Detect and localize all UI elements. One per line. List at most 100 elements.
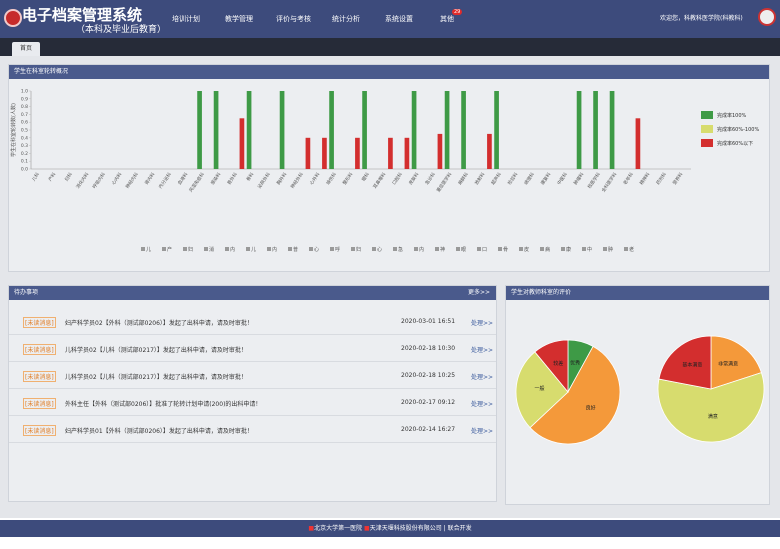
y-tick-label: 0.5 [21,128,28,134]
short-label: 口 [482,247,487,253]
legend-label: 完成率100% [717,112,747,119]
short-label: 眼 [461,247,466,253]
legend-swatch [561,247,565,251]
todo-text: 儿科学员02【儿科（测试部0217）】发起了出科申请，请及时审批！ [65,374,247,381]
x-tick-label: 整形科 [341,171,355,186]
legend-swatch [225,247,229,251]
slice-label: 优秀 [570,359,580,366]
legend-swatch [183,247,187,251]
pie-slice [515,351,569,429]
short-label: 内 [419,246,424,253]
short-label: 老 [629,246,634,253]
more-link[interactable]: 更多>> [467,289,490,296]
short-label: 中 [587,246,592,253]
short-label: 呼 [335,246,340,253]
short-label: 皮 [524,246,529,253]
bar [329,91,334,169]
app-title: 电子档案管理系统 [22,6,143,24]
nav-item[interactable]: 系统设置 [385,15,413,23]
y-tick-label: 1.0 [21,89,28,95]
avatar[interactable] [758,8,776,26]
short-label: 产 [167,246,172,253]
x-tick-label: 内分泌科 [157,171,173,190]
nav-item[interactable]: 评价与考核 [276,15,311,23]
slice-label: 满意 [708,413,718,420]
todo-tag: [未读消息] [23,317,56,328]
todo-date: 2020-02-18 10:30 [401,345,456,352]
short-label: 康 [566,246,571,253]
icon: ■ [308,525,315,532]
x-tick-label: 重症医学科 [435,171,454,194]
todo-tag: [未读消息] [23,398,56,409]
x-tick-label: 感染科 [209,171,223,186]
rotation-panel: 学生在科室轮转概况 学生在科室轮转数(人数) 0.0 0.1 0.2 0.3 0.4 0.5… [8,64,770,272]
legend-swatch [372,247,376,251]
bar [355,137,360,169]
nav-item[interactable]: 统计分析 [332,15,360,23]
nav-item[interactable]: 教学管理 [225,15,253,23]
user-greeting[interactable]: 欢迎您，科教科医学院(科教科) [660,15,743,22]
bar [593,91,598,169]
x-tick-label: 皮肤科 [407,171,421,186]
legend-swatch [582,247,586,251]
bar [305,137,311,169]
todo-tag: [未读消息] [23,425,56,436]
panel-title: 学生对教师科室的评价 [506,286,769,300]
bar [246,91,252,169]
x-tick-label: 烧伤科 [324,171,338,186]
slice-label: 较差 [553,360,563,367]
tab[interactable]: 首页 [12,42,40,56]
x-tick-label: 心内科 [110,171,124,186]
x-tick-label: 血液科 [176,171,190,186]
short-label: 心 [314,246,319,253]
bar [444,91,450,169]
slice-label: 非常满意 [718,360,738,367]
todo-tag: [未读消息] [23,371,56,382]
y-tick-label: 0.6 [21,120,28,126]
todo-row: [未读消息] 儿科学员02【儿科（测试部0217）】发起了出科申请，请及时审批！ 2… [9,335,496,362]
pie-slice [710,335,762,390]
todo-action[interactable]: 处理>> [471,347,494,354]
x-tick-label: 耳鼻喉科 [371,171,387,190]
pie-slice [657,372,765,443]
todo-action[interactable]: 处理>> [471,401,494,408]
todo-action[interactable]: 处理>> [471,374,494,381]
y-tick-label: 0.8 [21,104,28,110]
short-label: 急 [398,246,403,253]
bar [576,91,582,169]
legend-swatch [540,247,544,251]
nav-item[interactable]: 其他 [440,15,454,23]
todo-action[interactable]: 处理>> [471,428,494,435]
legend-swatch [456,247,460,251]
short-label: 妇 [188,246,193,253]
bar [362,91,367,169]
x-tick-label: 放射科 [473,171,487,186]
x-tick-label: 风湿免疫科 [187,171,206,194]
x-tick-label: 口腔科 [390,171,404,186]
x-tick-label: 妇科 [63,171,74,183]
nav-item[interactable]: 培训计划 [172,15,200,23]
pie-slice [534,339,569,394]
short-label: 肿 [608,246,613,253]
todo-action[interactable]: 处理>> [471,320,494,327]
y-tick-label: 0.3 [21,143,28,149]
bar [487,133,492,169]
todo-text: 儿科学员02【儿科（测试部0217）】发起了出科申请，请及时审批！ [65,347,247,354]
bar [388,137,393,169]
x-tick-label: 眼科 [360,171,371,183]
legend-swatch [603,247,607,251]
short-label: 神 [440,246,445,253]
short-label: 儿 [146,246,151,253]
short-label: 内 [272,246,277,253]
legend-swatch [477,247,481,251]
legend-swatch [309,247,313,251]
x-tick-label: 肿瘤科 [572,171,586,186]
header [0,0,780,38]
legend-swatch [414,247,418,251]
bar [279,91,285,169]
bar [213,91,219,169]
x-tick-label: 胸外科 [275,171,289,186]
bar [437,133,443,169]
todo-row: [未读消息] 外科主任【外科（测试部0206）】批准了轮转计划申请(200)的出科… [9,389,496,416]
icon: ■ [364,525,370,532]
